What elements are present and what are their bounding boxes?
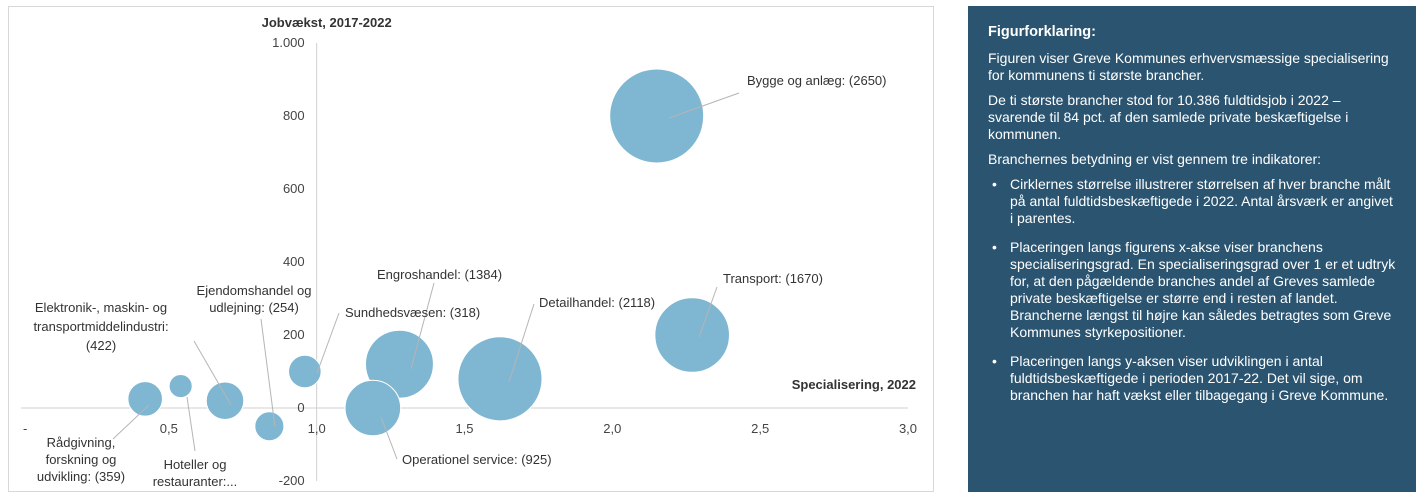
bubble-label: Detailhandel: (2118) [539,295,655,310]
bubble [127,381,163,417]
x-axis-title: Specialisering, 2022 [792,377,916,392]
bubble-label: Operationel service: (925) [402,452,552,467]
y-tick-label: 0 [297,400,304,415]
x-tick-label: 2,5 [751,421,769,436]
bubble-label: Sundhedsvæsen: (318) [345,305,480,320]
legend-bullet-item: • Placeringen langs figurens x-akse viser… [988,239,1396,341]
bullet-icon: • [992,353,997,369]
bubble-label: (422) [86,338,116,353]
x-tick-label: 3,0 [899,421,917,436]
bubble-label: Hoteller og [164,457,227,472]
bubble-label: Rådgivning, [47,435,116,450]
bullet-icon: • [992,176,997,192]
legend-bullet-item: • Placeringen langs y-aksen viser udvikli… [988,353,1396,404]
leader-line [193,340,232,406]
x-tick-label: 0,5 [160,421,178,436]
bubble [288,354,322,389]
legend-bullet-text: Cirklernes størrelse illustrerer størrel… [1010,176,1393,226]
bubble-chart-panel: 1.000 800 600 400 200 0 -200 0,5 1,0 1,5 2,0 2,5 3,0… [8,6,934,492]
bubble-label: transportmiddelindustri: [33,319,168,334]
legend-bullet-item: • Cirklernes størrelse illustrerer større… [988,176,1396,227]
x-tick-label: 1,5 [455,421,473,436]
y-tick-label: 1.000 [272,35,305,50]
bubble [254,411,285,442]
legend-panel: Figurforklaring: Figuren viser Greve Kom… [968,6,1416,492]
y-tick-label: 200 [283,327,305,342]
y-tick-label: -200 [279,473,305,488]
bubble-label: Engroshandel: (1384) [377,267,502,282]
legend-title: Figurforklaring: [988,24,1096,40]
bubble-chart: 1.000 800 600 400 200 0 -200 0,5 1,0 1,5 2,0 2,5 3,0… [21,15,917,489]
y-axis-title: Jobvækst, 2017-2022 [262,15,392,30]
leader-line [508,303,535,383]
y-tick-label: 600 [283,181,305,196]
bubble [609,68,705,164]
leader-line [186,396,196,452]
legend-paragraph: De ti største brancher stod for 10.386 f… [988,92,1349,142]
leader-line [698,286,718,338]
bubble-label: Transport: (1670) [723,271,823,286]
bubble-label: forskning og [46,452,117,467]
leader-line [668,92,740,119]
leader-line [380,416,398,460]
legend-bullet-text: Placeringen langs y-aksen viser udviklin… [1010,353,1389,403]
legend-bullet-list: • Cirklernes størrelse illustrerer større… [988,176,1396,404]
legend-paragraph: Figuren viser Greve Kommunes erhvervsmæs… [988,50,1389,83]
legend-paragraph: Branchernes betydning er vist gennem tre… [988,151,1322,167]
bubble-label: Ejendomshandel og [197,283,312,298]
leader-line [316,312,340,374]
bullet-icon: • [992,239,997,255]
bubble [457,336,543,422]
bubble-label: udlejning: (254) [209,300,299,315]
x-tick-label: 2,0 [603,421,621,436]
x-tick-label: 1,0 [308,421,326,436]
bubble-label: restauranter:... [153,474,238,489]
bubble-label: udvikling: (359) [37,469,125,484]
y-tick-label: 800 [283,108,305,123]
bubble [654,297,730,373]
leader-line [112,404,150,440]
bubble-label: Elektronik-, maskin- og [35,300,167,315]
leader-line [410,282,435,370]
y-tick-label: 400 [283,254,305,269]
x-tick-label: - [23,421,27,436]
legend-bullet-text: Placeringen langs figurens x-akse viser … [1010,239,1396,340]
bubble-label: Bygge og anlæg: (2650) [747,73,886,88]
leader-line [260,318,276,428]
bubble [168,374,193,399]
bubble [205,381,245,420]
bubble [344,379,402,437]
